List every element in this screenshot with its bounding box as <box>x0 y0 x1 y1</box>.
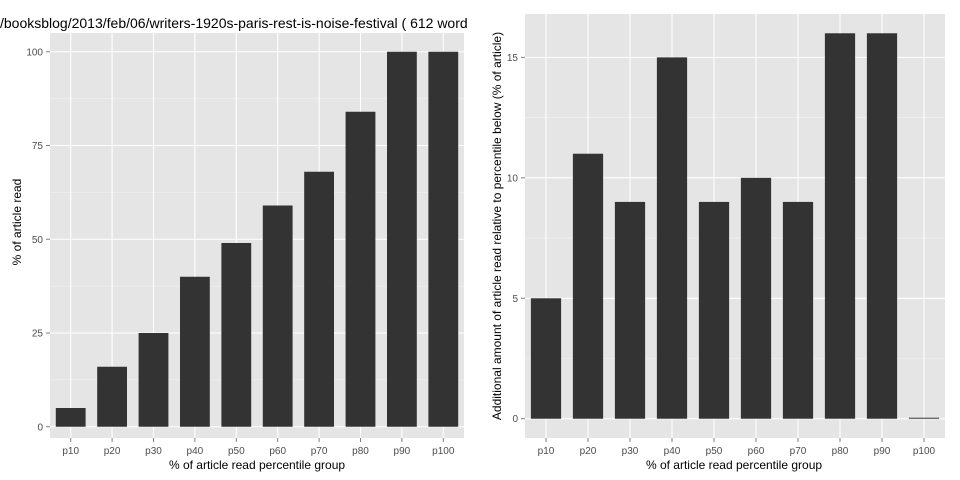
bar-p60 <box>740 177 772 419</box>
x-tick-label: p90 <box>874 446 891 457</box>
x-tick-label: p10 <box>62 446 79 457</box>
x-tick-label: p30 <box>622 446 639 457</box>
bar-p10 <box>55 408 86 427</box>
bar-p70 <box>304 171 335 427</box>
y-tick-label: 0 <box>37 422 43 433</box>
right-x-axis: p10 p20 p30 p40 p50 p60 p70 p80 p90 p100 <box>538 438 936 457</box>
right-chart: 0 5 10 15 p10 p20 p30 p40 p50 p60 p70 p80 p90 p100 %… <box>490 14 945 472</box>
right-x-axis-title: % of article read percentile group <box>646 458 822 472</box>
bar-p10 <box>530 298 562 419</box>
y-tick-label: 15 <box>507 53 519 64</box>
bar-p30 <box>138 333 169 427</box>
y-tick-label: 10 <box>507 173 519 184</box>
x-tick-label: p20 <box>580 446 597 457</box>
x-tick-label: p40 <box>187 446 204 457</box>
y-tick-label: 50 <box>32 235 44 246</box>
bar-p90 <box>386 51 417 427</box>
x-tick-label: p70 <box>311 446 328 457</box>
x-tick-label: p80 <box>832 446 849 457</box>
y-tick-label: 100 <box>26 47 43 58</box>
left-y-axis: 0 25 50 75 100 <box>26 47 50 433</box>
bar-p80 <box>824 33 856 419</box>
bar-p100 <box>908 417 940 419</box>
bar-p100 <box>428 51 459 427</box>
y-tick-label: 75 <box>32 141 44 152</box>
x-tick-label: p50 <box>706 446 723 457</box>
y-tick-label: 0 <box>512 414 518 425</box>
x-tick-label: p20 <box>104 446 121 457</box>
x-tick-label: p40 <box>664 446 681 457</box>
bar-p50 <box>698 201 730 419</box>
x-tick-label: p100 <box>913 446 936 457</box>
y-tick-label: 25 <box>32 329 44 340</box>
x-tick-label: p60 <box>269 446 286 457</box>
right-y-axis-title: Additional amount of article read relati… <box>490 32 504 420</box>
left-bars <box>55 51 459 427</box>
bar-p60 <box>262 205 293 427</box>
bar-p70 <box>782 201 814 419</box>
left-chart-title: /booksblog/2013/feb/06/writers-1920s-par… <box>0 15 468 31</box>
x-tick-label: p50 <box>228 446 245 457</box>
bar-p80 <box>345 111 376 427</box>
bar-p20 <box>572 153 604 419</box>
x-tick-label: p100 <box>432 446 455 457</box>
x-tick-label: p60 <box>748 446 765 457</box>
bar-p50 <box>221 243 252 427</box>
bar-p90 <box>866 33 898 419</box>
x-tick-label: p30 <box>145 446 162 457</box>
x-tick-label: p90 <box>394 446 411 457</box>
left-y-axis-title: % of article read <box>10 179 24 266</box>
left-x-axis: p10 p20 p30 p40 p50 p60 p70 p80 p90 p100 <box>62 438 455 457</box>
x-tick-label: p80 <box>352 446 369 457</box>
bar-p30 <box>614 201 646 419</box>
x-tick-label: p70 <box>790 446 807 457</box>
left-x-axis-title: % of article read percentile group <box>169 458 345 472</box>
bar-p40 <box>179 276 210 427</box>
right-y-axis: 0 5 10 15 <box>507 53 525 425</box>
right-bars <box>530 33 940 419</box>
bar-p20 <box>97 366 128 427</box>
x-tick-label: p10 <box>538 446 555 457</box>
y-tick-label: 5 <box>512 294 518 305</box>
bar-p40 <box>656 57 688 419</box>
